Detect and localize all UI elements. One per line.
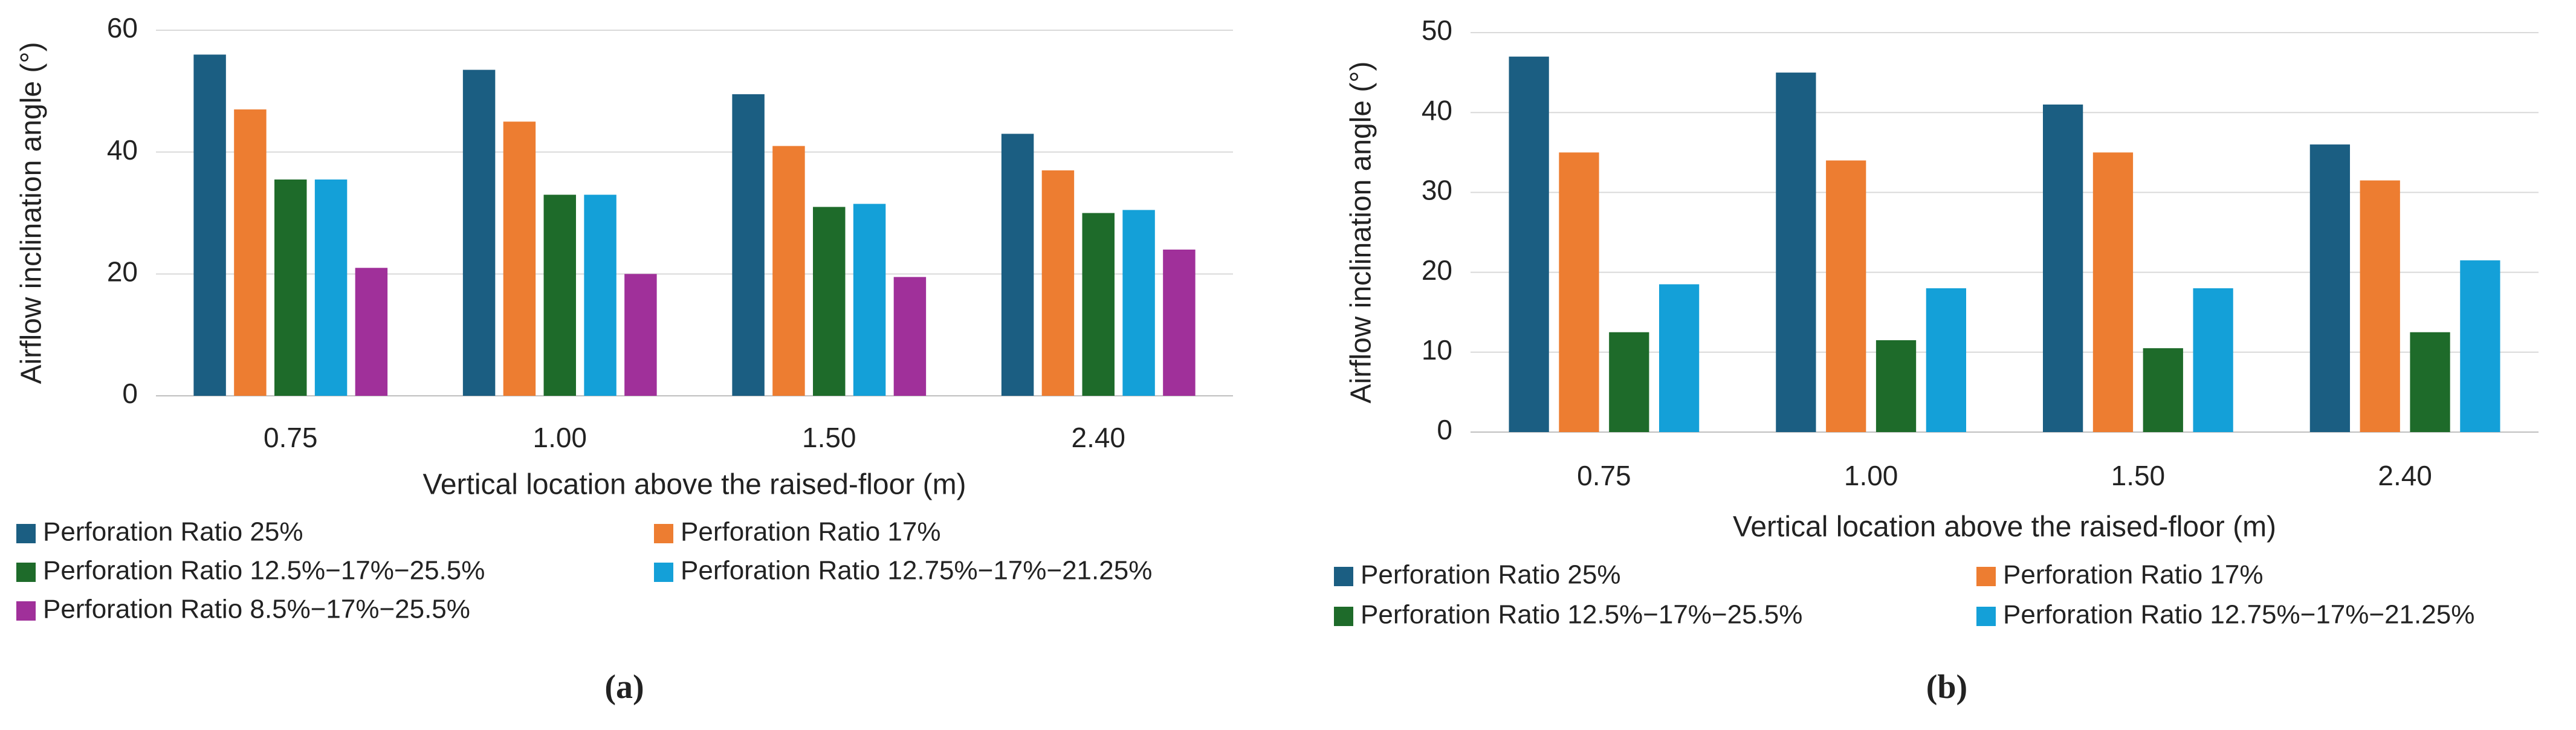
legend-label: Perforation Ratio 25%: [1361, 560, 1620, 590]
caption: (a): [604, 668, 644, 706]
bar: [193, 54, 226, 396]
x-tick-label: 0.75: [264, 422, 318, 453]
y-tick-label: 20: [1422, 254, 1452, 286]
x-axis-title: Vertical location above the raised-floor…: [422, 469, 966, 501]
legend-label: Perforation Ratio 12.5%−17%−25.5%: [1361, 600, 1802, 630]
bar: [2410, 332, 2450, 432]
x-tick-label: 1.00: [1844, 460, 1898, 491]
y-tick-label: 50: [1422, 15, 1452, 46]
bar: [2460, 260, 2500, 432]
x-tick-label: 1.00: [532, 422, 587, 453]
legend-label: Perforation Ratio 8.5%−17%−25.5%: [43, 595, 470, 624]
x-tick-label: 1.50: [802, 422, 856, 453]
legend-swatch: [1976, 567, 1996, 586]
legend-swatch: [654, 524, 673, 543]
bar: [813, 207, 846, 396]
legend-label: Perforation Ratio 17%: [2003, 560, 2263, 590]
bar: [853, 204, 886, 396]
y-tick-label: 40: [107, 134, 138, 166]
y-tick-label: 40: [1422, 94, 1452, 126]
legend-label: Perforation Ratio 12.75%−17%−21.25%: [681, 556, 1152, 586]
legend-label: Perforation Ratio 12.5%−17%−25.5%: [43, 556, 485, 586]
bar: [234, 109, 267, 396]
y-axis-title: Airflow inclination angle (°): [16, 42, 48, 384]
bar: [1926, 288, 1966, 432]
caption: (b): [1926, 668, 1967, 706]
bar: [1559, 152, 1599, 433]
bar: [1875, 340, 1917, 432]
bar: [462, 69, 496, 396]
bar: [732, 94, 765, 396]
y-tick-label: 0: [1437, 414, 1452, 445]
bar: [893, 277, 927, 396]
legend-label: Perforation Ratio 25%: [43, 517, 303, 547]
bar: [772, 146, 805, 396]
bar: [1659, 284, 1700, 432]
bar: [274, 179, 307, 396]
legend-swatch: [1976, 607, 1996, 626]
bar: [1826, 160, 1866, 432]
legend-swatch: [1334, 567, 1353, 586]
bar: [2092, 152, 2134, 433]
x-tick-label: 1.50: [2111, 460, 2166, 491]
bar: [584, 195, 616, 396]
legend-label: Perforation Ratio 12.75%−17%−21.25%: [2003, 600, 2474, 630]
bar: [1041, 170, 1075, 396]
legend-swatch: [1334, 607, 1353, 626]
bar: [1001, 134, 1034, 396]
bar: [503, 121, 536, 396]
y-tick-label: 20: [107, 256, 138, 287]
bar: [1122, 210, 1155, 396]
bar: [1509, 56, 1549, 432]
bar: [2143, 348, 2183, 432]
bar: [543, 195, 576, 396]
bar: [2309, 144, 2351, 432]
bar: [2360, 180, 2400, 432]
bar: [2043, 104, 2083, 433]
bar: [624, 274, 657, 396]
y-tick-label: 60: [107, 12, 138, 44]
y-axis-title: Airflow inclination angle (°): [1345, 61, 1377, 403]
bar: [1609, 332, 1649, 432]
legend-swatch: [654, 563, 673, 582]
x-tick-label: 2.40: [1071, 422, 1125, 453]
x-tick-label: 0.75: [1577, 460, 1631, 491]
bar: [1776, 73, 1816, 433]
x-tick-label: 2.40: [2378, 460, 2432, 491]
bar: [1163, 250, 1196, 396]
bar: [314, 179, 348, 396]
bar: [355, 268, 388, 396]
legend-label: Perforation Ratio 17%: [681, 517, 940, 547]
x-axis-title: Vertical location above the raised-floor…: [1733, 511, 2276, 543]
bar: [2193, 288, 2233, 432]
legend-swatch: [16, 524, 36, 543]
y-tick-label: 10: [1422, 334, 1452, 366]
y-tick-label: 0: [122, 378, 138, 409]
bar: [1082, 213, 1115, 396]
legend-swatch: [16, 601, 36, 621]
legend-swatch: [16, 563, 36, 582]
y-tick-label: 30: [1422, 175, 1452, 206]
